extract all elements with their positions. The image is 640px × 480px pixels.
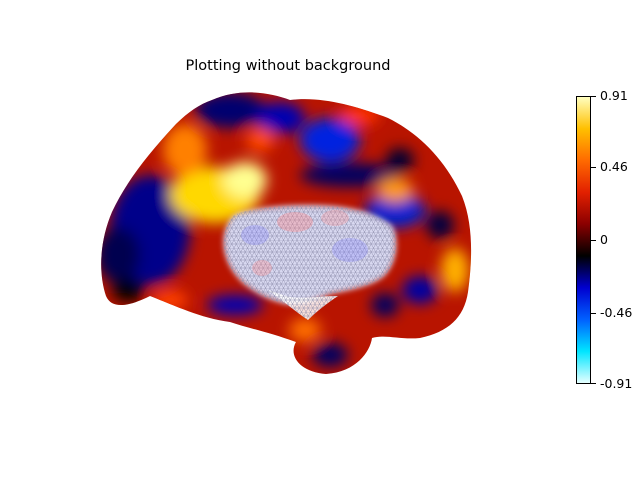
colorbar	[576, 96, 591, 384]
colorbar-tick-label: -0.46	[600, 304, 633, 320]
colorbar-tick-label: 0.91	[600, 88, 628, 103]
colorbar-tick	[591, 96, 596, 97]
colorbar-tick	[591, 167, 596, 169]
colorbar-tick-label: -0.91	[600, 376, 633, 391]
colorbar-tick-label: 0.46	[600, 159, 628, 175]
colorbar-tick	[591, 312, 596, 314]
figure-title: Plotting without background	[185, 58, 391, 74]
subcortical-mesh	[223, 205, 397, 320]
colorbar-tick	[591, 240, 596, 241]
colorbar-tick	[591, 383, 596, 384]
colorbar-tick-label: 0	[600, 232, 608, 247]
